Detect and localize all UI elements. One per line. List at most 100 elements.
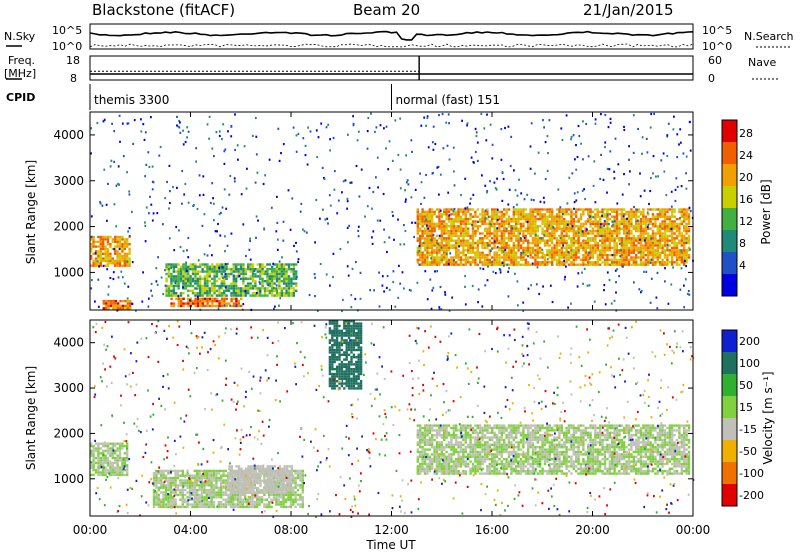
data-cell — [675, 177, 678, 180]
data-cell — [606, 271, 609, 274]
data-cell — [450, 263, 453, 266]
data-cell — [637, 208, 640, 211]
data-cell — [275, 270, 279, 273]
data-cell — [443, 208, 446, 211]
data-cell — [541, 237, 544, 240]
data-cell — [572, 227, 575, 230]
data-cell — [126, 171, 128, 174]
data-cell — [111, 122, 113, 125]
data-cell — [273, 289, 276, 292]
data-cell — [97, 452, 100, 455]
data-cell — [526, 193, 529, 196]
data-cell — [181, 169, 184, 173]
data-cell — [181, 491, 184, 494]
data-cell — [558, 213, 561, 216]
data-cell — [536, 241, 539, 245]
data-cell — [282, 500, 285, 504]
data-cell — [447, 249, 451, 252]
data-cell — [223, 265, 226, 268]
data-cell — [567, 246, 571, 250]
data-cell — [615, 261, 619, 264]
data-cell — [570, 138, 572, 141]
data-cell — [168, 207, 170, 210]
data-cell — [656, 208, 659, 211]
data-cell — [126, 307, 129, 310]
data-cell — [419, 263, 422, 266]
data-cell — [378, 305, 381, 308]
data-cell — [428, 232, 431, 235]
data-cell — [489, 180, 491, 183]
data-cell — [443, 229, 446, 233]
data-cell — [152, 476, 156, 480]
data-cell — [259, 282, 262, 285]
data-cell — [203, 284, 207, 288]
data-cell — [450, 234, 453, 238]
data-cell — [673, 244, 676, 247]
data-cell — [423, 210, 427, 214]
data-cell — [558, 208, 561, 211]
data-cell — [210, 469, 213, 473]
data-cell — [421, 220, 424, 223]
data-cell — [413, 235, 415, 239]
data-cell — [230, 282, 233, 285]
data-cell — [611, 232, 614, 235]
data-cell — [222, 498, 225, 501]
data-cell — [637, 251, 640, 254]
data-cell — [572, 134, 575, 137]
data-cell — [220, 211, 222, 214]
data-cell — [232, 265, 235, 268]
data-cell — [488, 232, 491, 235]
data-cell — [503, 253, 506, 257]
data-cell — [210, 474, 213, 477]
data-cell — [101, 204, 104, 207]
data-cell — [445, 261, 448, 264]
data-cell — [519, 217, 523, 221]
data-cell — [435, 234, 439, 238]
data-cell — [546, 210, 549, 214]
data-cell — [563, 229, 566, 233]
data-cell — [284, 479, 288, 482]
data-cell — [109, 452, 112, 455]
data-cell — [649, 222, 652, 226]
data-cell — [210, 481, 213, 485]
data-cell — [167, 484, 170, 487]
data-cell — [174, 484, 177, 487]
data-cell — [232, 302, 236, 305]
data-cell — [118, 449, 122, 453]
data-cell — [647, 217, 650, 221]
data-cell — [295, 284, 298, 288]
data-cell — [648, 202, 650, 206]
data-cell — [212, 503, 216, 506]
data-cell — [433, 229, 436, 233]
data-cell — [671, 261, 674, 264]
data-cell — [116, 252, 119, 255]
data-cell — [193, 498, 196, 501]
data-cell — [206, 263, 209, 266]
data-cell — [565, 208, 568, 211]
data-cell — [90, 466, 93, 469]
data-cell — [512, 241, 515, 245]
data-cell — [488, 220, 491, 223]
data-cell — [253, 481, 256, 485]
data-cell — [637, 234, 640, 238]
data-cell — [169, 500, 172, 504]
data-cell — [172, 476, 175, 480]
data-cell — [292, 265, 295, 268]
data-cell — [208, 505, 211, 509]
data-cell — [225, 302, 228, 305]
data-cell — [426, 298, 429, 301]
data-cell — [327, 123, 330, 126]
data-cell — [675, 244, 679, 247]
data-cell — [394, 305, 397, 308]
data-cell — [570, 222, 573, 226]
data-cell — [627, 213, 631, 216]
data-cell — [274, 305, 276, 308]
data-cell — [259, 287, 262, 290]
data-cell — [674, 188, 677, 191]
data-cell — [515, 225, 518, 228]
data-cell — [208, 268, 211, 271]
data-cell — [506, 263, 509, 266]
data-cell — [213, 297, 216, 300]
data-cell — [433, 237, 436, 240]
data-cell — [198, 484, 201, 487]
